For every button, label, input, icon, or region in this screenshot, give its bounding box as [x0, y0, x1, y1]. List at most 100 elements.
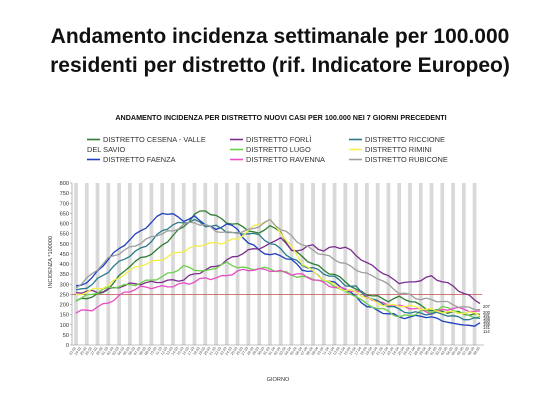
x-tick-label: 04.04 — [284, 346, 292, 356]
x-tick-label: 28.02 — [95, 346, 103, 356]
x-tick-label: 31.03 — [262, 346, 270, 356]
x-tick-label: 06.05 — [456, 346, 464, 356]
x-tick-label: 08.05 — [467, 346, 475, 356]
day-band — [364, 183, 369, 345]
x-tick-label: 18.04 — [359, 346, 367, 356]
x-tick-label: 26.04 — [402, 346, 410, 356]
x-tick-label: 15.03 — [176, 346, 184, 356]
y-tick-label: 250 — [60, 292, 69, 298]
x-tick-label: 06.03 — [128, 346, 136, 356]
x-tick-label: 12.04 — [327, 346, 335, 356]
legend-label: DISTRETTO CESENA - VALLE — [103, 135, 206, 144]
x-tick-label: 22.03 — [214, 346, 222, 356]
end-label: 155 — [483, 322, 491, 327]
legend-label: DISTRETTO RICCIONE — [365, 135, 445, 144]
x-tick-label: 02.05 — [435, 346, 443, 356]
slide-title-line1: Andamento incidenza settimanale per 100.… — [50, 25, 510, 48]
series-line — [75, 218, 481, 321]
day-band — [289, 183, 294, 345]
x-tick-label: 30.04 — [424, 346, 432, 356]
day-band — [451, 183, 455, 345]
x-tick-label: 06.04 — [295, 346, 303, 356]
series-line — [75, 237, 481, 305]
series-lines — [72, 210, 482, 327]
x-tick-label: 01.03 — [101, 346, 109, 356]
y-tick-label: 50 — [63, 333, 69, 339]
x-tick-label: 08.03 — [138, 346, 146, 356]
x-tick-label: 11.03 — [155, 346, 163, 355]
day-band — [171, 183, 175, 345]
x-tick-label: 09.03 — [144, 346, 152, 356]
day-band — [354, 183, 358, 345]
legend-label: DISTRETTO FAENZA — [103, 155, 176, 164]
end-label: 207 — [483, 304, 491, 309]
day-band — [418, 183, 423, 345]
x-tick-label: 11.04 — [322, 346, 330, 355]
legend-label: DISTRETTO RAVENNA — [246, 155, 325, 164]
x-tick-label: 22.04 — [381, 346, 389, 356]
x-tick-label: 03.04 — [278, 346, 286, 356]
y-tick-label: 100 — [60, 323, 69, 329]
legend-label: DISTRETTO FORLÌ — [246, 135, 312, 144]
day-band — [397, 183, 402, 345]
x-tick-label: 07.05 — [462, 346, 470, 356]
x-axis-label: GIORNO — [267, 377, 290, 383]
x-tick-label: 20.04 — [370, 346, 378, 356]
slide-title: Andamento incidenza settimanale per 100.… — [0, 22, 560, 80]
y-tick-label: 400 — [60, 262, 69, 268]
y-tick-label: 650 — [60, 211, 69, 217]
x-tick-label: 07.04 — [300, 346, 308, 356]
x-tick-label: 24.02 — [74, 346, 82, 356]
x-tick-label: 24.04 — [392, 346, 400, 356]
x-tick-label: 02.04 — [273, 346, 281, 356]
day-band — [408, 183, 412, 345]
x-tick-label: 21.04 — [375, 346, 383, 356]
x-tick-label: 25.03 — [230, 346, 238, 356]
end-label: 166 — [483, 316, 491, 321]
y-tick-label: 550 — [60, 232, 69, 238]
y-axis: 0 50 100 150 200 250 300 350 400 450 500 550 600 650 7… — [60, 181, 73, 349]
y-tick-label: 300 — [60, 282, 69, 288]
y-tick-label: 0 — [66, 343, 69, 349]
day-band — [461, 183, 466, 345]
legend-label: DEL SAVIO — [87, 145, 125, 154]
end-label: 114 — [483, 329, 490, 334]
day-band — [74, 183, 78, 345]
x-tick-label: 20.03 — [203, 346, 211, 356]
end-label: 160 — [483, 319, 491, 324]
day-band — [84, 183, 89, 345]
x-tick-label: 28.04 — [413, 346, 421, 356]
x-tick-label: 27.02 — [90, 346, 98, 356]
x-tick-label: 23.02 — [68, 346, 76, 356]
x-tick-label: 08.04 — [305, 346, 313, 356]
chart-title: ANDAMENTO INCIDENZA PER DISTRETTO NUOVI … — [115, 113, 446, 122]
x-tick-label: 23.03 — [219, 346, 227, 356]
y-tick-label: 350 — [60, 272, 69, 278]
y-tick-label: 450 — [60, 252, 69, 258]
x-tick-label: 17.03 — [187, 346, 195, 356]
legend-label: DISTRETTO RIMINI — [365, 145, 432, 154]
y-tick-label: 700 — [60, 201, 69, 207]
x-tick-label: 29.03 — [252, 346, 260, 356]
y-tick-label: 600 — [60, 222, 69, 228]
legend-label: DISTRETTO LUGO — [246, 145, 311, 154]
day-band — [160, 183, 165, 345]
x-tick-label: 24.03 — [225, 346, 233, 356]
x-tick-label: 16.03 — [182, 346, 190, 356]
x-tick-label: 28.03 — [246, 346, 254, 356]
x-tick-label: 25.04 — [397, 346, 405, 356]
day-band — [278, 183, 283, 345]
day-band — [375, 183, 380, 345]
x-tick-label: 04.03 — [117, 346, 125, 356]
day-band — [149, 183, 154, 345]
day-band — [440, 183, 445, 345]
x-tick-label: 01.05 — [429, 346, 437, 356]
x-tick-label: 05.04 — [289, 346, 297, 356]
y-tick-label: 500 — [60, 242, 69, 248]
y-tick-label: 150 — [60, 313, 69, 319]
x-tick-label: 19.03 — [198, 346, 206, 356]
day-band — [246, 183, 251, 345]
x-tick-label: 02.03 — [106, 346, 114, 356]
